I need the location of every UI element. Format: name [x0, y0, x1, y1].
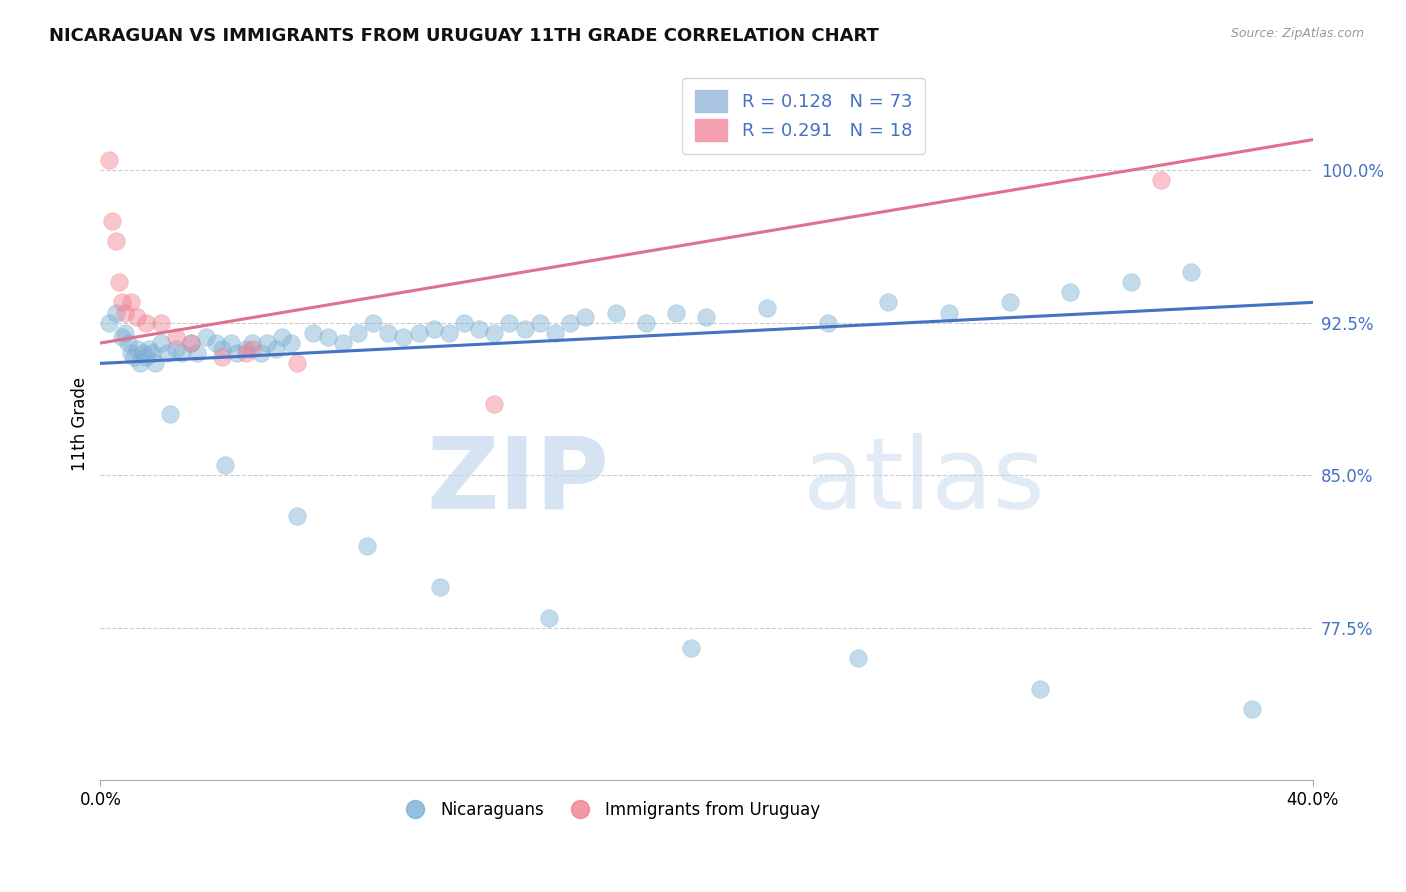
Point	[665, 305, 688, 319]
Point	[180, 336, 202, 351]
Point	[135, 316, 157, 330]
Point	[235, 342, 257, 356]
Point	[125, 310, 148, 324]
Point	[558, 316, 581, 330]
Point	[301, 326, 323, 340]
Point	[110, 330, 132, 344]
Point	[141, 346, 163, 360]
Point	[114, 326, 136, 340]
Point	[271, 330, 294, 344]
Point	[125, 342, 148, 356]
Point	[695, 310, 717, 324]
Point	[574, 310, 596, 324]
Text: ZIP: ZIP	[426, 433, 610, 530]
Point	[877, 295, 900, 310]
Point	[468, 322, 491, 336]
Point	[104, 235, 127, 249]
Point	[120, 295, 142, 310]
Point	[204, 336, 226, 351]
Point	[846, 651, 869, 665]
Point	[756, 301, 779, 316]
Point	[107, 275, 129, 289]
Point	[513, 322, 536, 336]
Point	[240, 336, 263, 351]
Point	[104, 305, 127, 319]
Point	[332, 336, 354, 351]
Point	[250, 346, 273, 360]
Point	[285, 356, 308, 370]
Point	[1059, 285, 1081, 300]
Point	[681, 641, 703, 656]
Point	[429, 580, 451, 594]
Text: atlas: atlas	[803, 433, 1045, 530]
Point	[1240, 702, 1263, 716]
Point	[347, 326, 370, 340]
Point	[1180, 265, 1202, 279]
Point	[138, 342, 160, 356]
Point	[361, 316, 384, 330]
Point	[122, 351, 145, 365]
Point	[408, 326, 430, 340]
Point	[280, 336, 302, 351]
Point	[98, 153, 121, 167]
Point	[537, 610, 560, 624]
Point	[938, 305, 960, 319]
Point	[235, 346, 257, 360]
Point	[377, 326, 399, 340]
Text: Source: ZipAtlas.com: Source: ZipAtlas.com	[1230, 27, 1364, 40]
Point	[172, 346, 194, 360]
Point	[529, 316, 551, 330]
Point	[117, 336, 139, 351]
Point	[392, 330, 415, 344]
Point	[195, 330, 218, 344]
Point	[498, 316, 520, 330]
Point	[437, 326, 460, 340]
Point	[285, 508, 308, 523]
Point	[211, 342, 233, 356]
Point	[240, 342, 263, 356]
Y-axis label: 11th Grade: 11th Grade	[72, 377, 89, 472]
Point	[156, 346, 179, 360]
Point	[120, 346, 142, 360]
Point	[356, 540, 378, 554]
Point	[225, 346, 247, 360]
Point	[1150, 173, 1173, 187]
Point	[219, 336, 242, 351]
Point	[817, 316, 839, 330]
Point	[135, 351, 157, 365]
Point	[544, 326, 567, 340]
Point	[605, 305, 627, 319]
Point	[484, 326, 506, 340]
Point	[149, 316, 172, 330]
Point	[165, 330, 187, 344]
Point	[264, 342, 287, 356]
Point	[110, 295, 132, 310]
Point	[256, 336, 278, 351]
Point	[186, 346, 208, 360]
Point	[165, 342, 187, 356]
Point	[453, 316, 475, 330]
Point	[128, 356, 150, 370]
Point	[98, 316, 121, 330]
Point	[484, 397, 506, 411]
Point	[143, 356, 166, 370]
Point	[634, 316, 657, 330]
Point	[1119, 275, 1142, 289]
Point	[316, 330, 339, 344]
Point	[998, 295, 1021, 310]
Point	[211, 351, 233, 365]
Text: NICARAGUAN VS IMMIGRANTS FROM URUGUAY 11TH GRADE CORRELATION CHART: NICARAGUAN VS IMMIGRANTS FROM URUGUAY 11…	[49, 27, 879, 45]
Point	[101, 214, 124, 228]
Point	[149, 336, 172, 351]
Point	[114, 305, 136, 319]
Point	[214, 458, 236, 472]
Point	[132, 346, 155, 360]
Point	[1029, 681, 1052, 696]
Point	[180, 336, 202, 351]
Legend: Nicaraguans, Immigrants from Uruguay: Nicaraguans, Immigrants from Uruguay	[392, 794, 827, 825]
Point	[422, 322, 444, 336]
Point	[159, 407, 181, 421]
